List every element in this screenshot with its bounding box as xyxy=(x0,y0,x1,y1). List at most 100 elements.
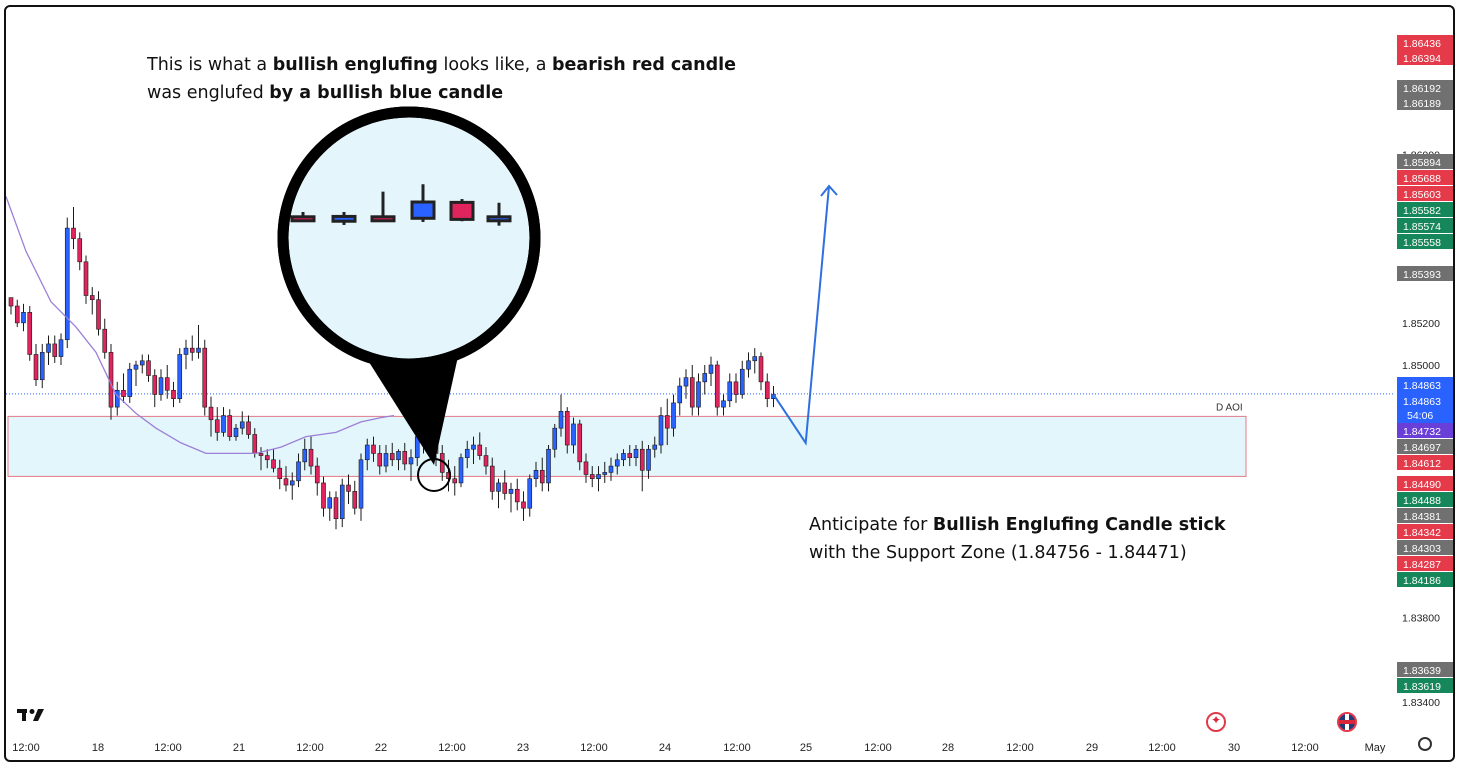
candle-body xyxy=(96,299,101,330)
candle-body xyxy=(39,352,45,381)
candle-body xyxy=(602,472,608,475)
candle-body xyxy=(371,444,376,454)
candle-body xyxy=(564,411,570,446)
candlestick-chart[interactable]: D AOI1.860001.852001.850001.840001.83800… xyxy=(6,7,1453,760)
note-text: This is what a xyxy=(147,55,273,75)
candle-body xyxy=(577,423,583,463)
candle-body xyxy=(689,377,695,408)
chart-frame: D AOI1.860001.852001.850001.840001.83800… xyxy=(4,5,1455,762)
x-tick-label: 30 xyxy=(1228,742,1240,754)
candle-body xyxy=(164,377,170,391)
note-text: Anticipate for xyxy=(809,515,933,535)
candle-body xyxy=(658,415,664,446)
zone-label: D AOI xyxy=(1216,402,1243,413)
price-label xyxy=(1397,662,1453,677)
candle-body xyxy=(483,455,489,467)
candle-body xyxy=(358,459,364,509)
callout-pointer xyxy=(357,343,461,465)
price-label xyxy=(1397,540,1453,555)
zoomed-candle-body xyxy=(449,200,475,221)
candle-body xyxy=(221,415,226,433)
x-tick-label: 12:00 xyxy=(154,742,182,754)
x-tick-label: May xyxy=(1365,742,1386,754)
candle-body xyxy=(552,427,558,450)
price-label-text: 1.86394 xyxy=(1403,53,1441,65)
anticipation-note: Anticipate for Bullish Englufing Candle … xyxy=(809,511,1329,567)
y-tick-label: 1.85200 xyxy=(1402,318,1440,330)
canada-flag-icon[interactable] xyxy=(1206,712,1226,732)
x-tick-label: 25 xyxy=(800,742,812,754)
moving-average-line xyxy=(6,196,395,455)
note-text: was englufed xyxy=(147,83,270,103)
candle-body xyxy=(239,421,245,429)
candle-body xyxy=(333,497,339,520)
candle-body xyxy=(283,478,289,486)
price-label xyxy=(1397,218,1453,233)
uk-flag-icon[interactable] xyxy=(1337,712,1357,732)
candle-body xyxy=(527,478,533,509)
candle-body xyxy=(89,295,95,301)
candle-body xyxy=(746,360,751,370)
candle-body xyxy=(764,381,770,399)
candle-body xyxy=(27,312,33,355)
price-label xyxy=(1397,508,1453,523)
y-tick-label: 1.85000 xyxy=(1402,360,1440,372)
price-label-text: 1.86192 xyxy=(1403,83,1441,95)
x-tick-label: 12:00 xyxy=(723,742,751,754)
candle-body xyxy=(177,354,183,399)
candle-body xyxy=(489,465,495,492)
candle-body xyxy=(308,448,314,467)
candle-body xyxy=(539,469,545,484)
note-bold: bearish red candle xyxy=(552,55,736,75)
candle-body xyxy=(464,448,470,458)
candle-body xyxy=(477,444,483,456)
note-text: looks like, a xyxy=(437,55,553,75)
candle-body xyxy=(633,448,639,458)
candle-body xyxy=(346,484,351,492)
candle-body xyxy=(33,354,39,381)
candle-body xyxy=(721,400,726,408)
price-label xyxy=(1397,492,1453,507)
settings-gear-icon[interactable] xyxy=(1418,737,1432,751)
candle-body xyxy=(189,347,195,353)
candle-body xyxy=(114,389,120,408)
price-label xyxy=(1397,170,1453,185)
candle-body xyxy=(364,444,370,461)
candle-body xyxy=(302,448,308,463)
zoomed-candle-body xyxy=(331,214,357,223)
price-label-text: 1.84697 xyxy=(1403,442,1441,454)
candle-body xyxy=(727,381,733,402)
x-tick-label: 12:00 xyxy=(438,742,466,754)
candle-body xyxy=(314,465,320,484)
candle-body xyxy=(271,459,276,469)
price-label-text: 1.85894 xyxy=(1403,157,1441,169)
projection-arrowhead xyxy=(820,184,838,197)
candle-body xyxy=(52,343,58,357)
candle-body xyxy=(758,356,764,383)
price-label-text: 1.83619 xyxy=(1403,681,1441,693)
price-label-text: 1.84732 xyxy=(1403,426,1441,438)
price-label xyxy=(1397,377,1453,425)
candle-body xyxy=(639,448,645,471)
note-bold: bullish englufing xyxy=(272,55,438,75)
price-label xyxy=(1397,439,1453,454)
candle-body xyxy=(452,478,458,484)
candle-body xyxy=(546,448,551,484)
price-label-text: 1.84863 xyxy=(1403,380,1441,392)
price-label-text: 1.84488 xyxy=(1403,495,1441,507)
candle-body xyxy=(514,488,520,503)
zoomed-candle-body xyxy=(410,200,436,220)
price-label-text: 1.86189 xyxy=(1403,98,1441,110)
candle-body xyxy=(208,406,214,421)
candle-body xyxy=(127,368,133,397)
candle-body xyxy=(46,343,51,353)
candle-body xyxy=(589,474,595,480)
price-label xyxy=(1397,572,1453,587)
tradingview-logo-icon[interactable] xyxy=(16,707,48,723)
candle-body xyxy=(739,368,745,395)
price-label-text: 1.84863 xyxy=(1403,396,1441,408)
price-label-text: 1.85688 xyxy=(1403,173,1441,185)
y-tick-label: 1.83800 xyxy=(1402,613,1440,625)
price-label xyxy=(1397,678,1453,693)
candle-body xyxy=(458,457,464,484)
